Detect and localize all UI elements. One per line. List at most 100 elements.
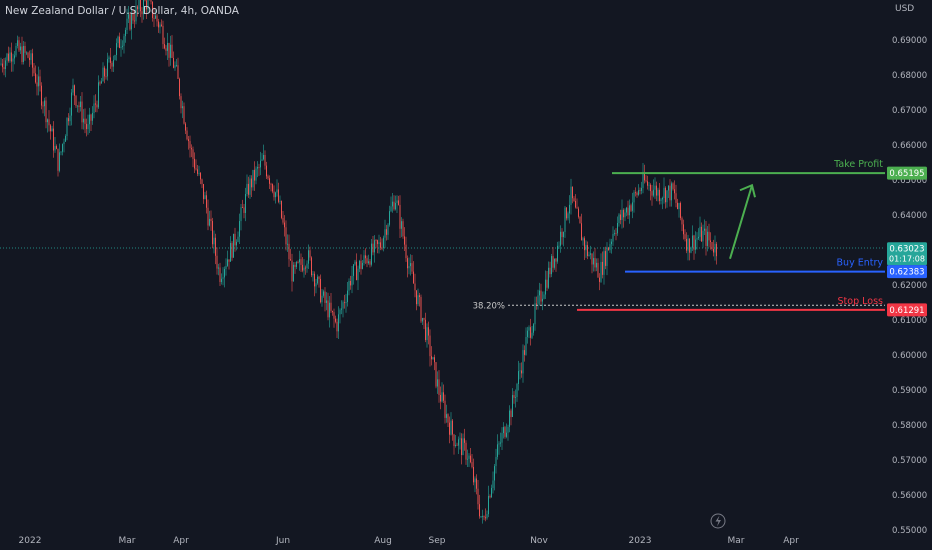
candle-body [561, 231, 563, 238]
candle-body [48, 119, 50, 126]
candle-body [60, 151, 62, 153]
candle-body [374, 240, 375, 253]
candle-body [338, 314, 339, 332]
candle-body [545, 279, 546, 295]
candle-body [621, 209, 623, 221]
candle-body [57, 148, 59, 171]
candle-body [428, 327, 429, 336]
candle-body [491, 487, 492, 498]
candle-body [554, 258, 555, 268]
candle-body [438, 379, 440, 395]
candle-body [539, 290, 540, 296]
candle-body [630, 205, 632, 211]
replay-icon[interactable] [710, 513, 726, 529]
price-axis[interactable]: 0.69000 0.68000 0.67000 0.66000 0.65000 0.640… [892, 36, 927, 536]
candle-body [414, 283, 416, 291]
candle-body [320, 278, 321, 303]
fib-label: 38.20% [473, 301, 505, 311]
candle-body [251, 178, 252, 188]
candle-body [129, 14, 131, 30]
candle-body [111, 62, 113, 67]
candle-body [39, 76, 41, 86]
candle-body [627, 207, 629, 216]
candle-body [581, 223, 582, 241]
fib-level[interactable]: 38.20% [473, 301, 885, 311]
candle-body [641, 187, 642, 191]
candle-body [77, 105, 78, 107]
candle-body [479, 504, 480, 517]
time-axis[interactable]: 2022 Mar Apr Jun Aug Sep Nov 2023 Mar Apr [19, 536, 800, 546]
candle-body [192, 149, 194, 159]
candle-body [327, 300, 329, 318]
level-tag-bg [887, 303, 927, 317]
candle-body [351, 275, 353, 286]
candle-body [362, 262, 363, 269]
candle-body [348, 280, 350, 291]
candle-body [369, 261, 371, 265]
candle-body [293, 264, 294, 282]
candle-body [441, 392, 443, 402]
candle-body [651, 191, 653, 196]
current-price-text: 0.63023 [889, 245, 924, 255]
level-name: Buy Entry [837, 258, 884, 269]
candle-body [485, 517, 486, 519]
candle-body [542, 298, 543, 302]
candle-body [30, 53, 32, 61]
candle-body [483, 516, 485, 518]
y-tick-label: 0.60000 [892, 351, 927, 361]
candle-body [642, 172, 644, 188]
candle-body [356, 261, 357, 281]
projection-arrow[interactable] [729, 183, 756, 260]
candle-body [512, 395, 513, 418]
candle-body [615, 233, 617, 235]
candle-body [125, 30, 126, 37]
candle-body [528, 327, 530, 331]
candle-body [131, 12, 132, 30]
candle-body [170, 44, 171, 58]
candle-body [521, 370, 522, 374]
candle-body [689, 238, 690, 253]
candle-body [273, 191, 275, 198]
x-tick-label: Aug [374, 536, 392, 546]
candle-body [329, 302, 330, 318]
candle-body [477, 488, 479, 505]
candle-body [533, 324, 534, 333]
candle-body [228, 259, 230, 262]
candle-body [218, 267, 219, 269]
candle-body [519, 370, 521, 372]
candle-body [437, 379, 438, 387]
candle-body [14, 55, 15, 59]
candle-body [599, 277, 600, 282]
candle-body [576, 207, 578, 209]
candle-body [339, 309, 341, 315]
candle-body [153, 17, 155, 19]
candle-body [557, 245, 558, 262]
candle-body [366, 258, 368, 264]
candle-body [227, 259, 228, 266]
candle-body [635, 192, 636, 194]
candle-body [270, 183, 272, 185]
y-tick-label: 0.66000 [892, 141, 927, 151]
candle-body [486, 514, 488, 519]
candle-body [564, 207, 566, 232]
candle-body [215, 237, 216, 256]
candle-body [68, 118, 69, 122]
candle-body [297, 261, 299, 263]
trade-levels[interactable]: Take Profit Buy Entry Stop Loss [577, 159, 885, 311]
candle-body [590, 253, 591, 255]
candle-body [563, 231, 564, 238]
candle-body [26, 52, 27, 54]
x-tick-label: 2022 [19, 536, 42, 546]
candle-body [152, 1, 153, 18]
candle-body [225, 265, 227, 270]
candle-body [588, 254, 590, 256]
candle-body [504, 427, 506, 437]
candle-body [444, 400, 446, 418]
candle-body [368, 261, 369, 264]
candle-body [525, 336, 527, 355]
level-name: Stop Loss [838, 296, 884, 307]
candle-body [161, 24, 162, 26]
candle-body [5, 60, 6, 70]
